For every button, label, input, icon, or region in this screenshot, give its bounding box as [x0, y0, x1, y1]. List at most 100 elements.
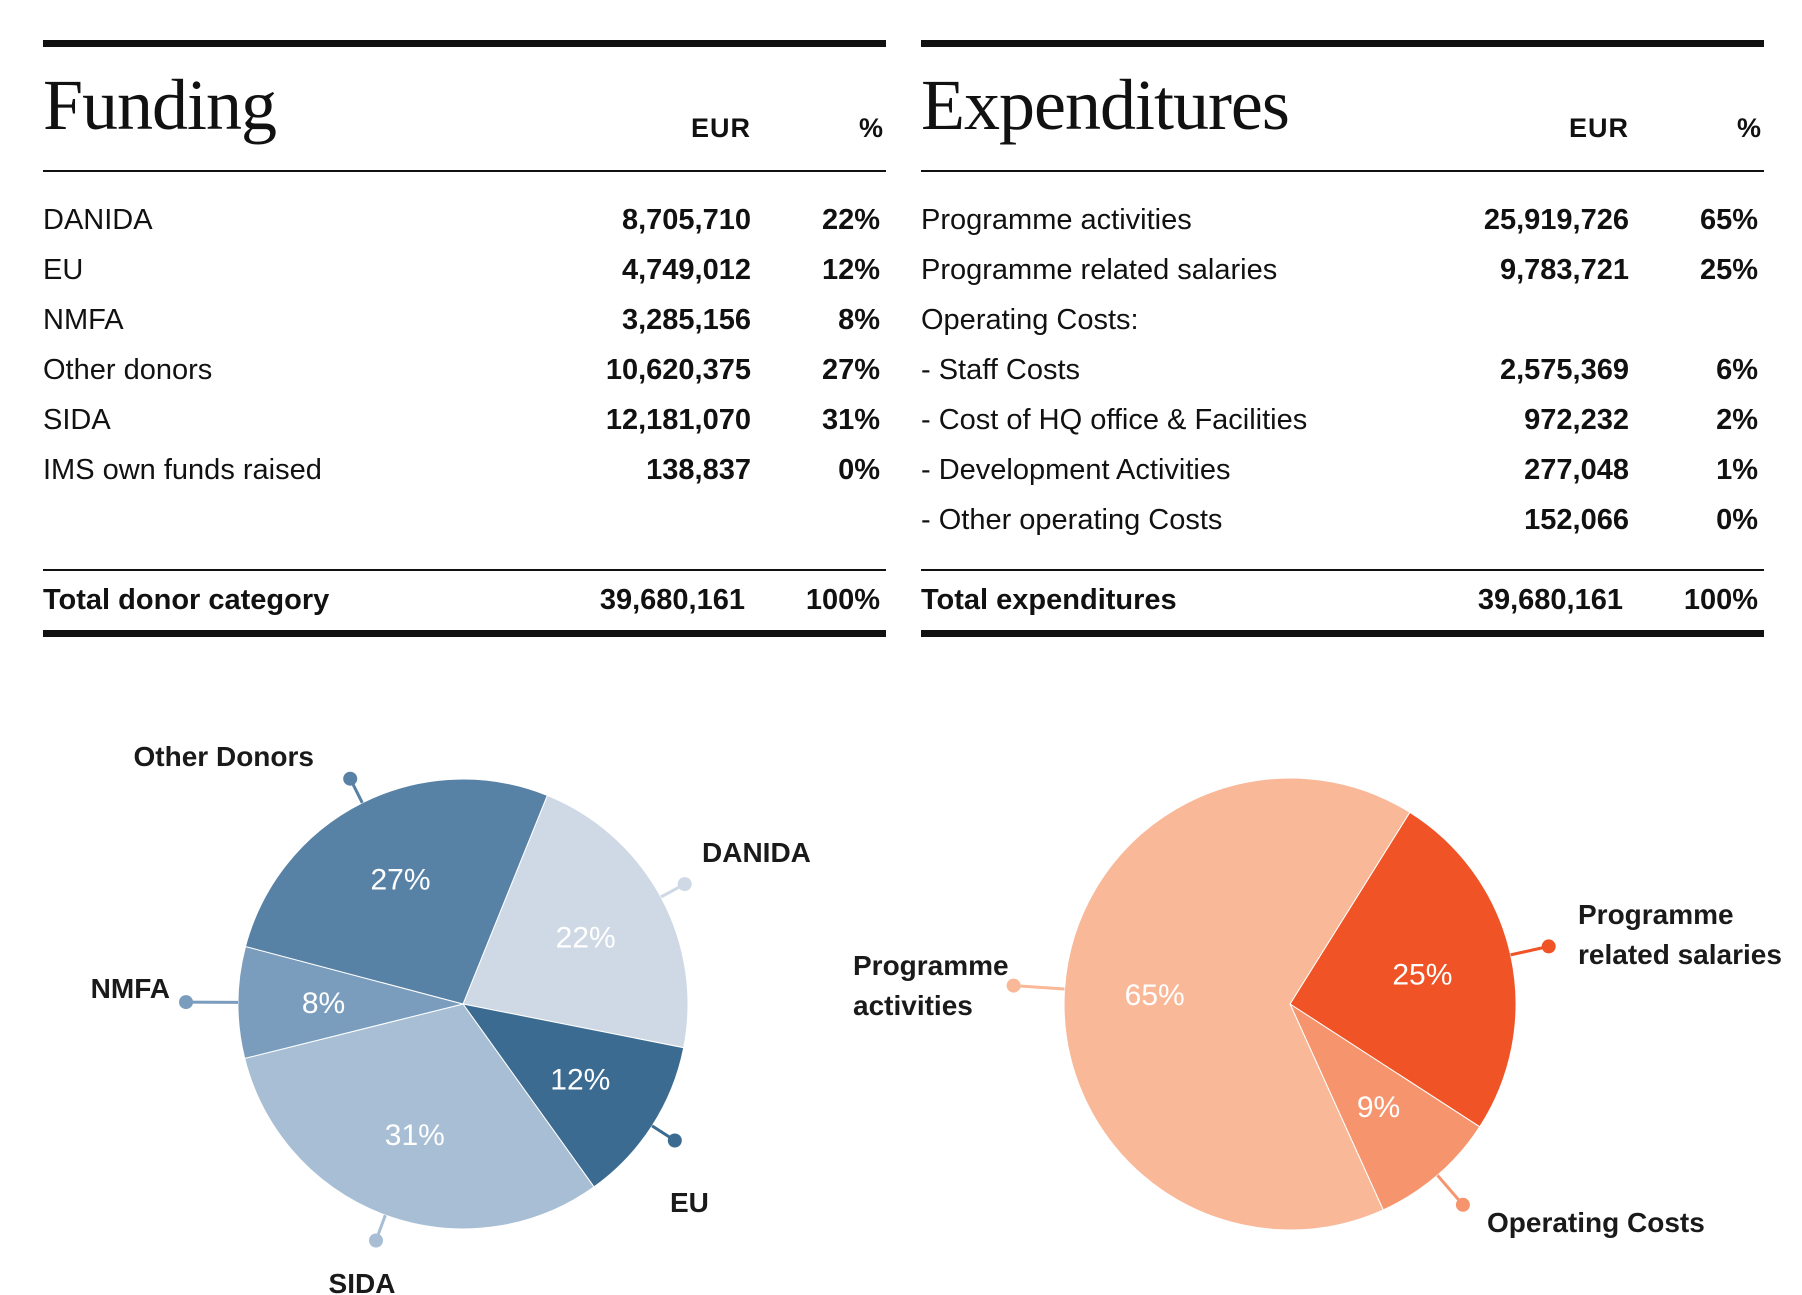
- slice-category-label: Operating Costs: [1487, 1207, 1705, 1238]
- row-eur: 25,919,726: [1483, 204, 1629, 236]
- table-row: DANIDA 8,705,710 22%: [43, 195, 886, 245]
- slice-percent-label: 22%: [556, 922, 616, 955]
- expenditures-header: Expenditures EUR %: [921, 47, 1764, 172]
- pie-slice-other-donors: [244, 778, 548, 1005]
- bottom-rule: [43, 630, 886, 637]
- pie-slice-danida: [462, 794, 689, 1049]
- percent-column-header: %: [1736, 113, 1762, 143]
- funding-pie-chart: 22% DANIDA 12% EU 31% SIDA 8% NMFA 27% Other Dono…: [91, 741, 811, 1295]
- funding-rows: DANIDA 8,705,710 22% EU 4,749,012 12% NM…: [43, 172, 886, 571]
- row-eur: 8,705,710: [621, 204, 751, 236]
- pie-slice-programme-related-salaries: [1289, 811, 1517, 1128]
- row-label: - Development Activities: [921, 454, 1231, 486]
- table-row: NMFA 3,285,156 8%: [43, 295, 886, 345]
- row-label: IMS own funds raised: [43, 454, 322, 486]
- row-label: - Staff Costs: [921, 354, 1081, 386]
- row-eur: 3,285,156: [621, 304, 751, 336]
- row-percent: 6%: [1716, 354, 1758, 386]
- table-row: - Cost of HQ office & Facilities 972,232…: [921, 395, 1764, 445]
- slice-category-label: SIDA: [329, 1268, 396, 1295]
- row-label: NMFA: [43, 304, 124, 336]
- row-eur: 4,749,012: [621, 254, 751, 286]
- expenditures-title: Expenditures: [921, 65, 1290, 145]
- row-percent: 27%: [821, 354, 880, 386]
- callout-dot: [667, 1133, 682, 1148]
- row-eur: 9,783,721: [1499, 254, 1629, 286]
- row-label: EU: [43, 254, 84, 286]
- row-label: Operating Costs:: [921, 304, 1139, 336]
- total-label: Total expenditures: [921, 584, 1177, 616]
- callout-dot: [1455, 1197, 1470, 1212]
- expenditures-pie-chart: 25% Programme related salaries 9% Operating …: [853, 777, 1782, 1238]
- row-percent: 65%: [1699, 204, 1758, 236]
- row-label: - Cost of HQ office & Facilities: [921, 404, 1308, 436]
- callout-dot: [1541, 939, 1556, 954]
- callout-dot: [179, 995, 193, 1010]
- slice-percent-label: 31%: [385, 1119, 445, 1152]
- slice-percent-label: 27%: [370, 863, 430, 896]
- row-eur: 277,048: [1524, 454, 1629, 486]
- total-percent: 100%: [805, 584, 880, 616]
- callout-dot: [1006, 978, 1021, 993]
- row-eur: 152,066: [1524, 504, 1629, 536]
- total-row: Total expenditures 39,680,161 100%: [921, 571, 1764, 630]
- pie-slice-eu: [461, 1003, 685, 1188]
- row-percent: 25%: [1699, 254, 1758, 286]
- table-row: - Staff Costs 2,575,369 6%: [921, 345, 1764, 395]
- table-row: Programme related salaries 9,783,721 25%: [921, 245, 1764, 295]
- table-row: - Other operating Costs 152,066 0%: [921, 495, 1764, 545]
- bottom-rule: [921, 630, 1764, 637]
- row-percent: 8%: [838, 304, 880, 336]
- slice-category-label: Programme related salaries: [1578, 899, 1782, 970]
- pie-slice-nmfa: [237, 945, 464, 1060]
- percent-column-header: %: [858, 113, 884, 143]
- callout-dot: [369, 1233, 383, 1248]
- slice-percent-label: 9%: [1357, 1091, 1400, 1124]
- total-percent: 100%: [1683, 584, 1758, 616]
- row-percent: 31%: [821, 404, 880, 436]
- table-row: EU 4,749,012 12%: [43, 245, 886, 295]
- callout-line: [1013, 984, 1065, 991]
- row-eur: 138,837: [646, 454, 751, 486]
- slice-percent-label: 25%: [1392, 959, 1452, 992]
- row-percent: 2%: [1716, 404, 1758, 436]
- table-row: - Development Activities 277,048 1%: [921, 445, 1764, 495]
- total-label: Total donor category: [43, 584, 330, 616]
- row-percent: 1%: [1716, 454, 1758, 486]
- funding-header: Funding EUR %: [43, 47, 886, 172]
- callout-dot: [677, 877, 692, 892]
- pie-slice-programme-activities: [1063, 777, 1411, 1231]
- row-percent: 0%: [838, 454, 880, 486]
- row-eur: 12,181,070: [605, 404, 751, 436]
- expenditures-rows: Programme activities 25,919,726 65% Prog…: [921, 172, 1764, 571]
- funding-title: Funding: [43, 65, 277, 145]
- slice-category-label: EU: [670, 1187, 709, 1218]
- row-label: Programme related salaries: [921, 254, 1278, 286]
- total-eur: 39,680,161: [599, 584, 745, 616]
- total-row: Total donor category 39,680,161 100%: [43, 571, 886, 630]
- eur-column-header: EUR: [690, 113, 751, 143]
- row-percent: 0%: [1716, 504, 1758, 536]
- slice-category-label: Programme activities: [853, 950, 1009, 1021]
- row-eur: 2,575,369: [1499, 354, 1629, 386]
- slice-percent-label: 8%: [302, 987, 345, 1020]
- slice-category-label: NMFA: [91, 973, 170, 1004]
- table-row: Other donors 10,620,375 27%: [43, 345, 886, 395]
- slice-category-label: Other Donors: [134, 741, 314, 772]
- row-eur: 972,232: [1524, 404, 1629, 436]
- table-row: IMS own funds raised 138,837 0%: [43, 445, 886, 495]
- slice-percent-label: 12%: [550, 1064, 610, 1097]
- row-label: Programme activities: [921, 204, 1192, 236]
- row-label: SIDA: [43, 404, 111, 436]
- top-rule: [43, 40, 886, 47]
- total-eur: 39,680,161: [1477, 584, 1623, 616]
- funding-table: Funding EUR % DANIDA 8,705,710 22% EU 4,…: [43, 40, 886, 637]
- top-rule: [921, 40, 1764, 47]
- slice-category-label: DANIDA: [702, 837, 811, 868]
- table-row: SIDA 12,181,070 31%: [43, 395, 886, 445]
- callout-dot: [343, 771, 358, 786]
- eur-column-header: EUR: [1568, 113, 1629, 143]
- pie-slice-sida: [244, 1003, 595, 1230]
- slice-percent-label: 65%: [1125, 979, 1185, 1012]
